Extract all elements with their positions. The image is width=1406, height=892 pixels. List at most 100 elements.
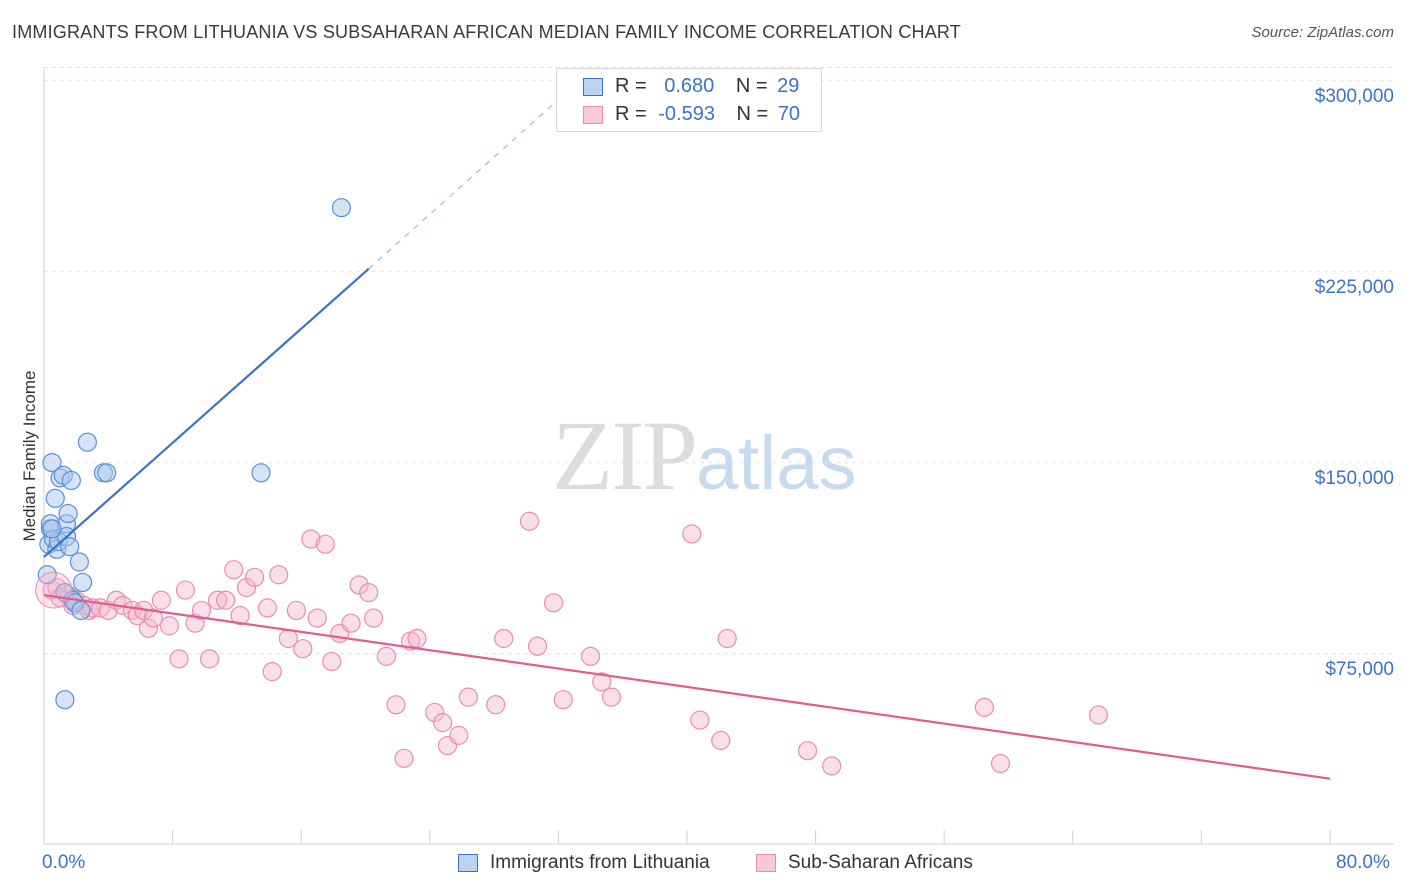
correlation-legend: R = 0.680 N = 29 R = -0.593 N = 70 [556, 68, 822, 132]
trendline-lithuania [43, 268, 370, 558]
data-point-subsaharan [717, 628, 737, 649]
data-point-subsaharan [175, 580, 196, 600]
source-label: Source: ZipAtlas.com [1251, 24, 1394, 41]
data-point-subsaharan [307, 608, 327, 628]
data-point-subsaharan [216, 590, 236, 610]
data-point-lithuania [55, 690, 75, 710]
data-point-subsaharan [690, 710, 710, 730]
data-point-subsaharan [322, 651, 342, 672]
chart-title: IMMIGRANTS FROM LITHUANIA VS SUBSAHARAN … [12, 22, 961, 42]
trendline-subsaharan [43, 594, 1331, 780]
data-point-subsaharan [797, 741, 818, 761]
legend-r-value: -0.593 [658, 103, 715, 125]
bottom-legend-label-lithuania: Immigrants from Lithuania [490, 852, 710, 873]
data-point-lithuania [97, 463, 117, 483]
data-point-subsaharan [236, 577, 257, 598]
y-tick-label-150000: $150,000 [1314, 468, 1394, 489]
data-point-subsaharan [349, 575, 369, 595]
data-point-subsaharan [407, 628, 427, 649]
watermark: ZIPatlas [552, 398, 857, 513]
data-point-subsaharan [974, 697, 994, 717]
data-point-subsaharan [376, 646, 396, 666]
data-point-subsaharan [293, 639, 313, 659]
data-point-subsaharan [208, 590, 228, 610]
data-point-subsaharan [433, 713, 453, 733]
legend-n-value: 29 [777, 75, 800, 97]
legend-swatch-blue [583, 78, 603, 96]
data-point-subsaharan [386, 695, 406, 715]
data-point-subsaharan [286, 600, 306, 621]
data-point-lithuania [42, 519, 62, 539]
data-point-subsaharan [822, 756, 842, 776]
data-point-subsaharan [151, 590, 171, 610]
data-point-subsaharan [169, 649, 189, 669]
data-point-subsaharan [315, 534, 335, 554]
data-point-subsaharan [592, 672, 612, 692]
legend-row-lithuania: R = 0.680 N = 29 [583, 75, 799, 98]
data-point-subsaharan [486, 695, 506, 715]
data-point-subsaharan [458, 687, 478, 707]
data-point-subsaharan [682, 524, 702, 544]
data-point-subsaharan [143, 608, 163, 628]
watermark-zip: ZIP [552, 400, 698, 511]
data-point-lithuania [37, 565, 57, 585]
legend-r-label: R = [615, 75, 647, 97]
legend-row-subsaharan: R = -0.593 N = 70 [583, 103, 800, 126]
data-point-lithuania [60, 537, 80, 557]
data-point-subsaharan [711, 730, 731, 751]
data-point-subsaharan [1088, 705, 1109, 725]
data-point-subsaharan [262, 662, 282, 682]
watermark-atlas: atlas [696, 421, 857, 506]
data-point-lithuania [42, 453, 62, 473]
data-point-subsaharan [244, 567, 265, 587]
data-point-subsaharan [543, 593, 564, 613]
data-point-subsaharan [519, 511, 540, 531]
data-point-subsaharan [224, 560, 244, 580]
data-point-subsaharan [269, 565, 289, 585]
data-point-subsaharan [580, 646, 601, 666]
data-point-subsaharan [363, 608, 384, 628]
data-point-subsaharan [527, 636, 548, 656]
data-point-lithuania [251, 463, 271, 483]
data-point-subsaharan [159, 616, 179, 636]
legend-n-label: N = [736, 103, 769, 125]
y-axis-label: Median Family Income [20, 370, 39, 542]
data-point-subsaharan [553, 690, 573, 710]
data-point-subsaharan [230, 605, 250, 626]
legend-n-value: 70 [777, 103, 801, 125]
data-point-subsaharan [127, 605, 147, 626]
data-point-subsaharan [425, 702, 445, 723]
data-point-lithuania [72, 572, 93, 593]
data-point-lithuania [61, 470, 81, 491]
legend-swatch-pink [583, 106, 603, 124]
data-point-lithuania [331, 198, 351, 218]
data-point-subsaharan-cluster [35, 571, 73, 609]
legend-r-value: 0.680 [664, 75, 715, 97]
data-point-subsaharan [359, 583, 379, 603]
bottom-legend-subsaharan: Sub-Saharan Africans [756, 852, 973, 874]
data-point-subsaharan [990, 753, 1011, 774]
data-point-subsaharan [601, 687, 622, 707]
legend-n-label: N = [735, 75, 768, 97]
legend-r-label: R = [615, 103, 647, 125]
data-point-lithuania [69, 552, 89, 572]
data-point-subsaharan [394, 748, 414, 768]
y-tick-label-75000: $75,000 [1325, 659, 1394, 680]
bottom-legend-label-subsaharan: Sub-Saharan Africans [788, 852, 973, 873]
data-point-subsaharan [341, 613, 361, 633]
data-point-lithuania [71, 600, 91, 621]
x-tick-label-max: 80.0% [1336, 852, 1390, 873]
x-tick-label-min: 0.0% [42, 852, 86, 873]
bottom-legend-swatch-pink [756, 854, 776, 872]
data-point-lithuania [77, 432, 98, 452]
bottom-legend-swatch-blue [458, 854, 478, 872]
data-point-subsaharan [191, 600, 212, 621]
data-point-subsaharan [199, 649, 220, 669]
trendline-lithuania-extension [368, 84, 575, 270]
y-tick-label-225000: $225,000 [1314, 277, 1394, 298]
data-point-subsaharan [494, 628, 514, 649]
data-point-subsaharan [449, 725, 469, 745]
bottom-legend-lithuania: Immigrants from Lithuania [458, 852, 710, 874]
data-point-subsaharan [138, 618, 159, 638]
